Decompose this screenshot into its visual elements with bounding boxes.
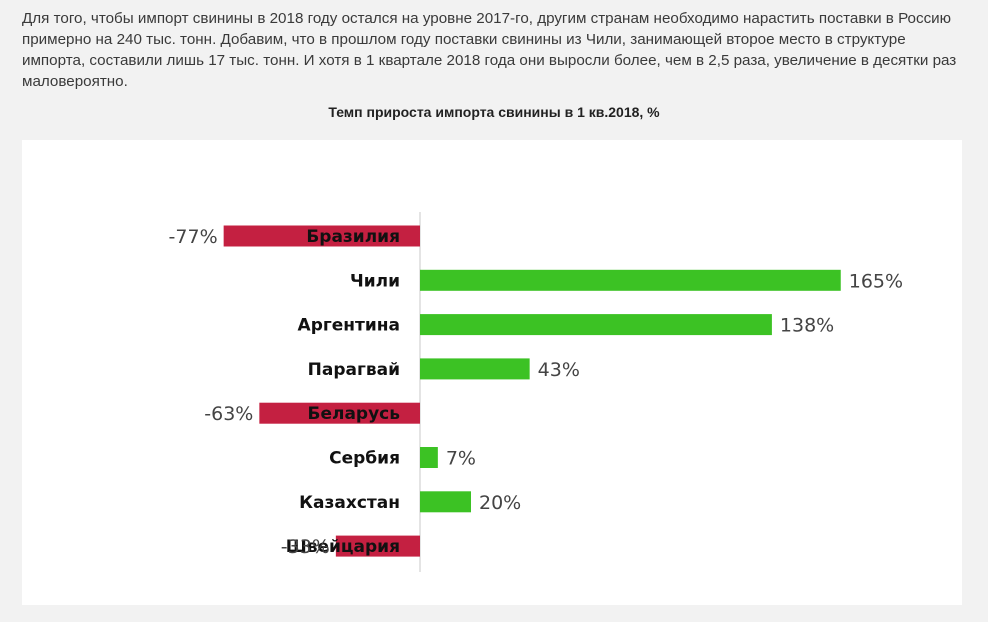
- bar-chart: Бразилия -77% Чили 165% Аргентина 138% Парагва…: [169, 212, 903, 572]
- value-label: -63%: [204, 403, 253, 425]
- category-label: Аргентина: [298, 316, 400, 336]
- value-label: 7%: [446, 448, 476, 470]
- bar-7: [335, 535, 420, 557]
- value-label: 165%: [849, 270, 903, 292]
- category-label: Парагвай: [308, 360, 400, 380]
- value-label: 43%: [538, 359, 580, 381]
- bar-5: [420, 447, 438, 468]
- chart-panel: Бразилия -77% Чили 165% Аргентина 138% Парагва…: [22, 140, 962, 605]
- bar-0: [223, 225, 420, 247]
- bar-4: [259, 402, 420, 424]
- category-label: Сербия: [329, 449, 400, 469]
- value-label: 138%: [780, 315, 834, 337]
- bar-3: [420, 358, 530, 380]
- bar-1: [420, 269, 841, 291]
- category-label: Бразилия: [306, 227, 400, 247]
- category-label: Беларусь: [308, 404, 401, 424]
- article-paragraph: Для того, чтобы импорт свинины в 2018 го…: [22, 10, 957, 90]
- value-label: -33%: [281, 536, 330, 558]
- category-label: Казахстан: [299, 493, 400, 513]
- bar-2: [420, 314, 772, 336]
- chart-title: Темп прироста импорта свинины в 1 кв.201…: [328, 104, 660, 120]
- bar-6: [420, 491, 471, 513]
- category-label: Швейцария: [286, 537, 400, 557]
- value-label: -77%: [169, 226, 218, 248]
- value-label: 20%: [479, 492, 521, 514]
- category-label: Чили: [350, 271, 400, 291]
